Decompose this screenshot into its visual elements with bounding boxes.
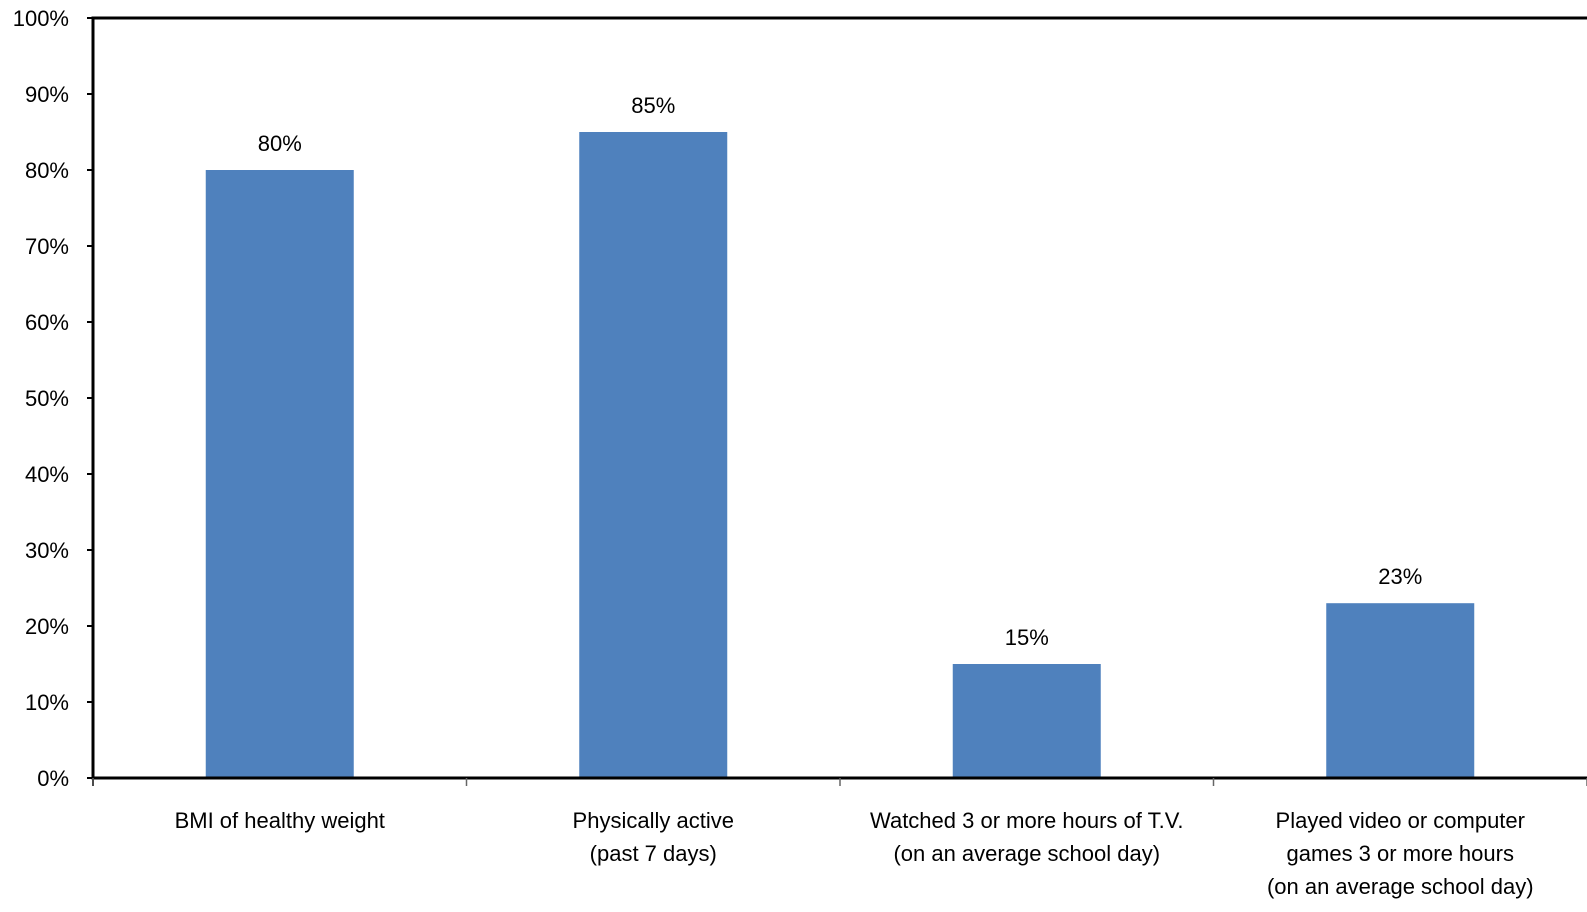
y-tick-label: 70% <box>25 234 69 259</box>
x-category-label-line: BMI of healthy weight <box>175 808 385 833</box>
y-tick-label: 80% <box>25 158 69 183</box>
x-category-label: Physically active (past 7 days) <box>573 808 734 866</box>
x-category-label: Watched 3 or more hours of T.V. (on an av… <box>870 808 1183 866</box>
bar <box>205 170 354 778</box>
y-tick-label: 0% <box>37 766 69 791</box>
data-label: 85% <box>631 93 675 118</box>
x-category-label-line: (on an average school day) <box>893 841 1160 866</box>
y-tick-label: 100% <box>13 6 69 31</box>
y-tick-label: 90% <box>25 82 69 107</box>
x-category-label: Played video or computer games 3 or more … <box>1267 808 1534 899</box>
x-category-label-line: Physically active <box>573 808 734 833</box>
y-tick-label: 50% <box>25 386 69 411</box>
x-category-label-line: (past 7 days) <box>590 841 717 866</box>
bar <box>952 664 1101 778</box>
data-label: 23% <box>1378 564 1422 589</box>
y-tick-label: 20% <box>25 614 69 639</box>
x-category-label-line: Watched 3 or more hours of T.V. <box>870 808 1183 833</box>
bar <box>1326 603 1475 778</box>
bar <box>579 132 728 778</box>
y-tick-label: 10% <box>25 690 69 715</box>
x-category-label: BMI of healthy weight <box>175 808 385 833</box>
y-tick-label: 40% <box>25 462 69 487</box>
y-tick-label: 60% <box>25 310 69 335</box>
data-label: 80% <box>258 131 302 156</box>
y-tick-label: 30% <box>25 538 69 563</box>
x-category-label-line: Played video or computer <box>1276 808 1525 833</box>
x-category-label-line: (on an average school day) <box>1267 874 1534 899</box>
x-category-label-line: games 3 or more hours <box>1287 841 1514 866</box>
data-label: 15% <box>1005 625 1049 650</box>
